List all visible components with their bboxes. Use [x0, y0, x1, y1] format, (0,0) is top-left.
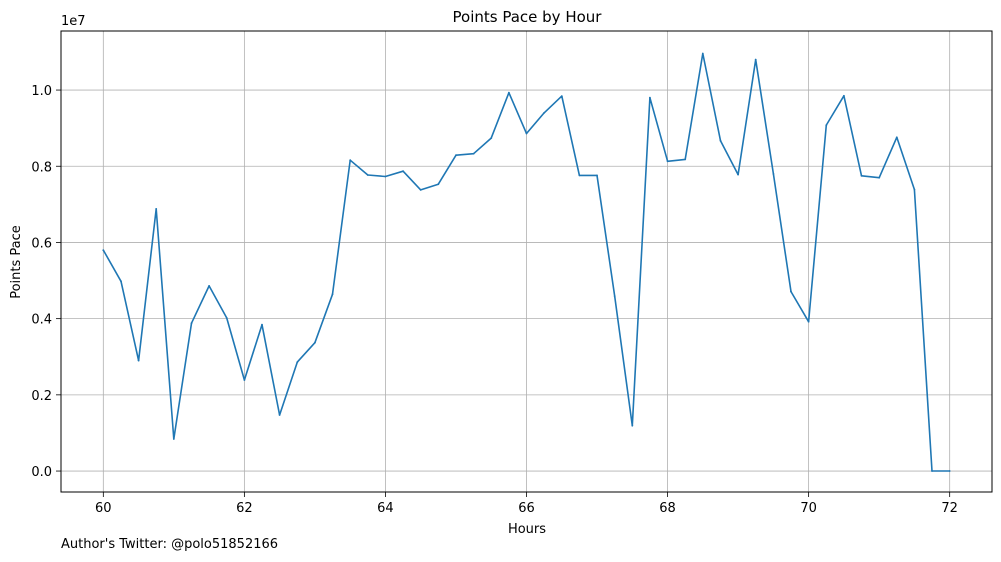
data-point	[895, 136, 898, 139]
data-point	[613, 295, 616, 298]
data-point	[261, 323, 263, 326]
data-point	[860, 174, 863, 177]
data-point	[543, 112, 545, 114]
data-point	[296, 361, 299, 363]
data-point	[807, 320, 810, 323]
y-axis-offset-text: 1e7	[61, 14, 86, 29]
data-point	[525, 132, 528, 135]
y-tick-label: 0.4	[31, 313, 52, 328]
data-point	[490, 137, 493, 140]
grid-lines	[61, 31, 992, 492]
data-point	[366, 174, 369, 176]
data-point	[931, 470, 933, 472]
data-point	[437, 183, 440, 186]
data-point	[754, 58, 757, 61]
data-point	[172, 438, 175, 440]
data-point	[560, 95, 563, 97]
data-point	[120, 280, 122, 283]
data-point	[243, 379, 246, 381]
data-point	[719, 139, 722, 142]
y-tick-label: 0.0	[31, 465, 52, 480]
x-tick-label: 68	[659, 501, 676, 516]
y-axis-label: Points Pace	[9, 225, 24, 299]
data-point	[578, 174, 581, 177]
data-point	[913, 188, 916, 191]
data-point	[508, 91, 510, 94]
data-point	[419, 189, 422, 191]
data-point	[666, 160, 669, 163]
x-tick-label: 64	[377, 501, 394, 516]
y-tick-label: 0.2	[31, 389, 52, 404]
data-point	[772, 173, 775, 175]
data-point	[631, 424, 634, 427]
data-point	[737, 173, 739, 176]
series-layer	[102, 52, 951, 472]
x-tick-label: 62	[236, 501, 253, 516]
data-point	[649, 96, 651, 99]
data-point	[278, 414, 281, 416]
data-point	[384, 175, 387, 178]
data-point	[684, 158, 687, 161]
x-tick-label: 60	[95, 501, 112, 516]
data-point	[349, 159, 352, 162]
data-point	[402, 170, 404, 173]
x-tick-label: 70	[800, 501, 817, 516]
y-tick-label: 0.6	[31, 236, 52, 251]
data-point	[948, 470, 951, 472]
data-point	[208, 285, 211, 287]
data-point	[455, 154, 457, 157]
x-tick-label: 72	[941, 501, 958, 516]
data-point	[331, 293, 334, 296]
data-point	[102, 249, 105, 252]
x-tick-label: 66	[518, 501, 535, 516]
data-point	[155, 208, 158, 210]
data-point	[225, 317, 228, 319]
author-note: Author's Twitter: @polo51852166	[61, 537, 279, 552]
data-point	[472, 152, 475, 155]
data-point	[825, 124, 828, 126]
data-point	[701, 52, 704, 55]
x-axis-ticks: 60 62 64 66 68 70 72	[95, 492, 958, 516]
y-axis-ticks: 0.0 0.2 0.4 0.6 0.8 1.0	[31, 84, 61, 480]
chart-title: Points Pace by Hour	[453, 8, 603, 26]
data-point	[137, 359, 140, 362]
data-point	[878, 176, 881, 179]
data-point	[596, 174, 598, 177]
data-point	[190, 322, 193, 325]
y-tick-label: 0.8	[31, 160, 52, 175]
x-axis-label: Hours	[508, 522, 546, 537]
data-point	[790, 290, 792, 293]
y-tick-label: 1.0	[31, 84, 52, 99]
data-point	[843, 94, 845, 97]
data-point	[314, 341, 316, 344]
